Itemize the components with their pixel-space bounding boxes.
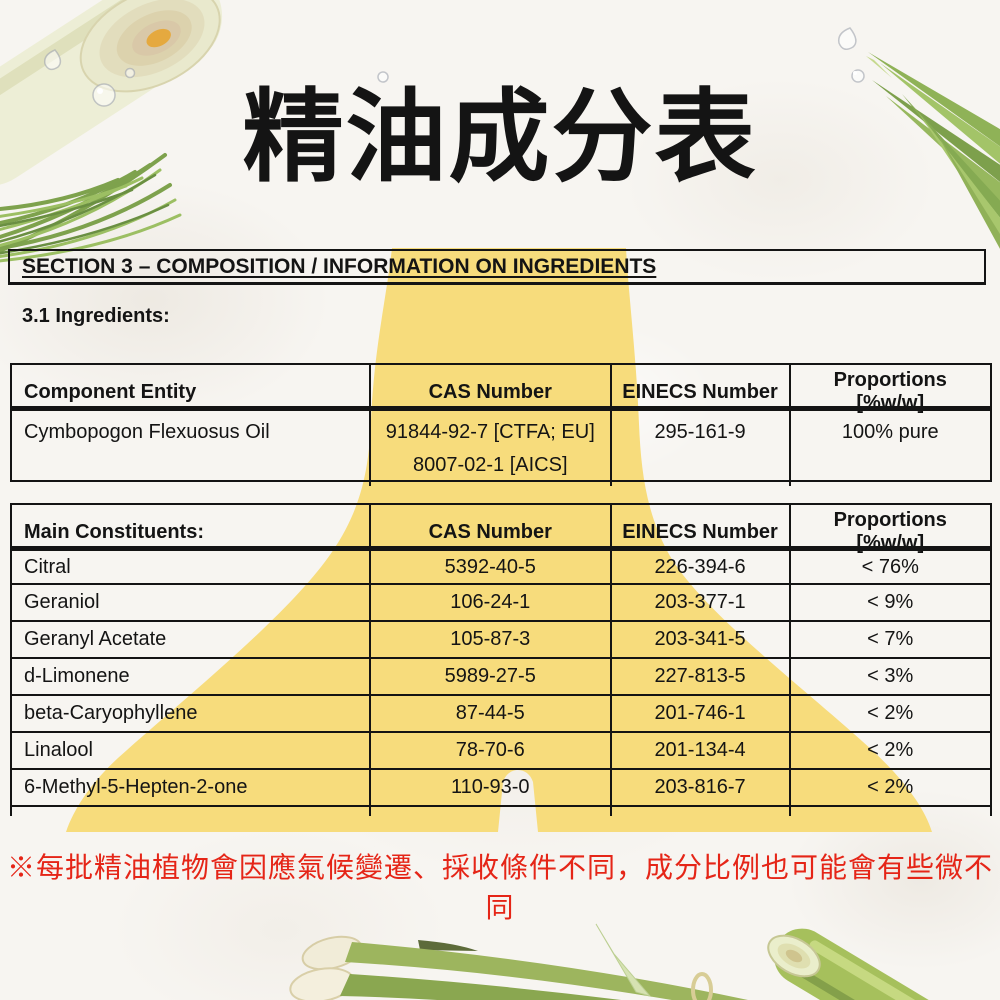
section-header-bar: SECTION 3 – COMPOSITION / INFORMATION ON…	[8, 249, 986, 285]
constituents-table: Main Constituents: CAS Number EINECS Num…	[10, 503, 992, 816]
einecs-cell: 203-377-1	[609, 585, 789, 620]
table-row-partial	[12, 805, 990, 816]
constituent-name-cell: 6-Methyl-5-Hepten-2-one	[24, 776, 248, 798]
constituent-name-cell: beta-Caryophyllene	[24, 702, 198, 724]
table-row: Geraniol 106-24-1 203-377-1 < 9%	[12, 583, 990, 620]
proportions-cell: < 76%	[788, 551, 990, 583]
proportions-cell: < 2%	[788, 696, 990, 731]
disclaimer-note: ※每批精油植物會因應氣候變遷、採收條件不同，成分比例也可能會有些微不同	[6, 852, 993, 923]
proportions-cell: < 2%	[788, 733, 990, 768]
cas-cell: 78-70-6	[368, 733, 610, 768]
subsection-label: 3.1 Ingredients:	[22, 305, 170, 327]
proportions-cell: < 2%	[788, 770, 990, 805]
table-row: Linalool 78-70-6 201-134-4 < 2%	[12, 731, 990, 768]
cas-cell: 106-24-1	[368, 585, 610, 620]
einecs-cell: 201-134-4	[609, 733, 789, 768]
column-header-cas: CAS Number	[368, 365, 610, 419]
table-row: beta-Caryophyllene 87-44-5 201-746-1 < 2…	[12, 694, 990, 731]
proportions-cell: < 9%	[788, 585, 990, 620]
cas-cell: 5392-40-5	[368, 551, 610, 583]
cas-cell: 105-87-3	[368, 622, 610, 657]
column-header-proportions: Proportions [%w/w]	[788, 505, 990, 559]
proportions-cell: 100% pure	[788, 411, 990, 486]
table-row: Cymbopogon Flexuosus Oil 91844-92-7 [CTF…	[12, 406, 990, 486]
water-droplets	[43, 27, 865, 107]
table-row: d-Limonene 5989-27-5 227-813-5 < 3%	[12, 657, 990, 694]
grass-tuft	[0, 153, 182, 263]
einecs-cell: 226-394-6	[609, 551, 789, 583]
column-header-einecs: EINECS Number	[609, 505, 789, 559]
table-header-row: Component Entity CAS Number EINECS Numbe…	[12, 365, 990, 419]
constituent-name-cell: Citral	[24, 555, 71, 578]
cas-cell: 110-93-0	[368, 770, 610, 805]
cas-cell: 91844-92-7 [CTFA; EU] 8007-02-1 [AICS]	[368, 411, 610, 486]
ingredients-table: Component Entity CAS Number EINECS Numbe…	[10, 363, 992, 486]
cas-line-2: 8007-02-1 [AICS]	[412, 454, 568, 476]
cas-cell: 87-44-5	[368, 696, 610, 731]
lemongrass-leaves	[866, 52, 1000, 249]
cas-cell: 5989-27-5	[368, 659, 610, 694]
einecs-cell: 203-341-5	[609, 622, 789, 657]
yellow-blob-shape	[66, 248, 932, 832]
table-row: Geranyl Acetate 105-87-3 203-341-5 < 7%	[12, 620, 990, 657]
einecs-cell: 201-746-1	[609, 696, 789, 731]
column-header-constituents: Main Constituents:	[24, 520, 204, 543]
table-row: Citral 5392-40-5 226-394-6 < 76%	[12, 546, 990, 583]
component-cell: Cymbopogon Flexuosus Oil	[24, 421, 270, 443]
constituent-name-cell: d-Limonene	[24, 665, 130, 687]
table-row: 6-Methyl-5-Hepten-2-one 110-93-0 203-816…	[12, 768, 990, 805]
proportions-cell: < 7%	[788, 622, 990, 657]
lemongrass-bundle	[289, 935, 748, 1000]
constituent-name-cell: Geranyl Acetate	[24, 628, 167, 650]
leaf-tip	[595, 923, 652, 997]
constituent-name-cell: Geraniol	[24, 591, 100, 613]
proportions-cell: < 3%	[788, 659, 990, 694]
page-title: 精油成分表	[242, 82, 758, 194]
column-header-proportions: Proportions [%w/w]	[788, 365, 990, 419]
einecs-cell: 295-161-9	[609, 411, 789, 486]
cas-line-1: 91844-92-7 [CTFA; EU]	[385, 421, 595, 443]
einecs-cell: 227-813-5	[609, 659, 789, 694]
cut-stalk	[767, 928, 1000, 1000]
section-header-text: SECTION 3 – COMPOSITION / INFORMATION ON…	[22, 254, 657, 278]
constituent-name-cell: Linalool	[24, 739, 93, 761]
einecs-cell: 203-816-7	[609, 770, 789, 805]
column-header-cas: CAS Number	[368, 505, 610, 559]
column-header-component: Component Entity	[24, 380, 197, 403]
table-header-row: Main Constituents: CAS Number EINECS Num…	[12, 505, 990, 559]
column-header-einecs: EINECS Number	[609, 365, 789, 419]
